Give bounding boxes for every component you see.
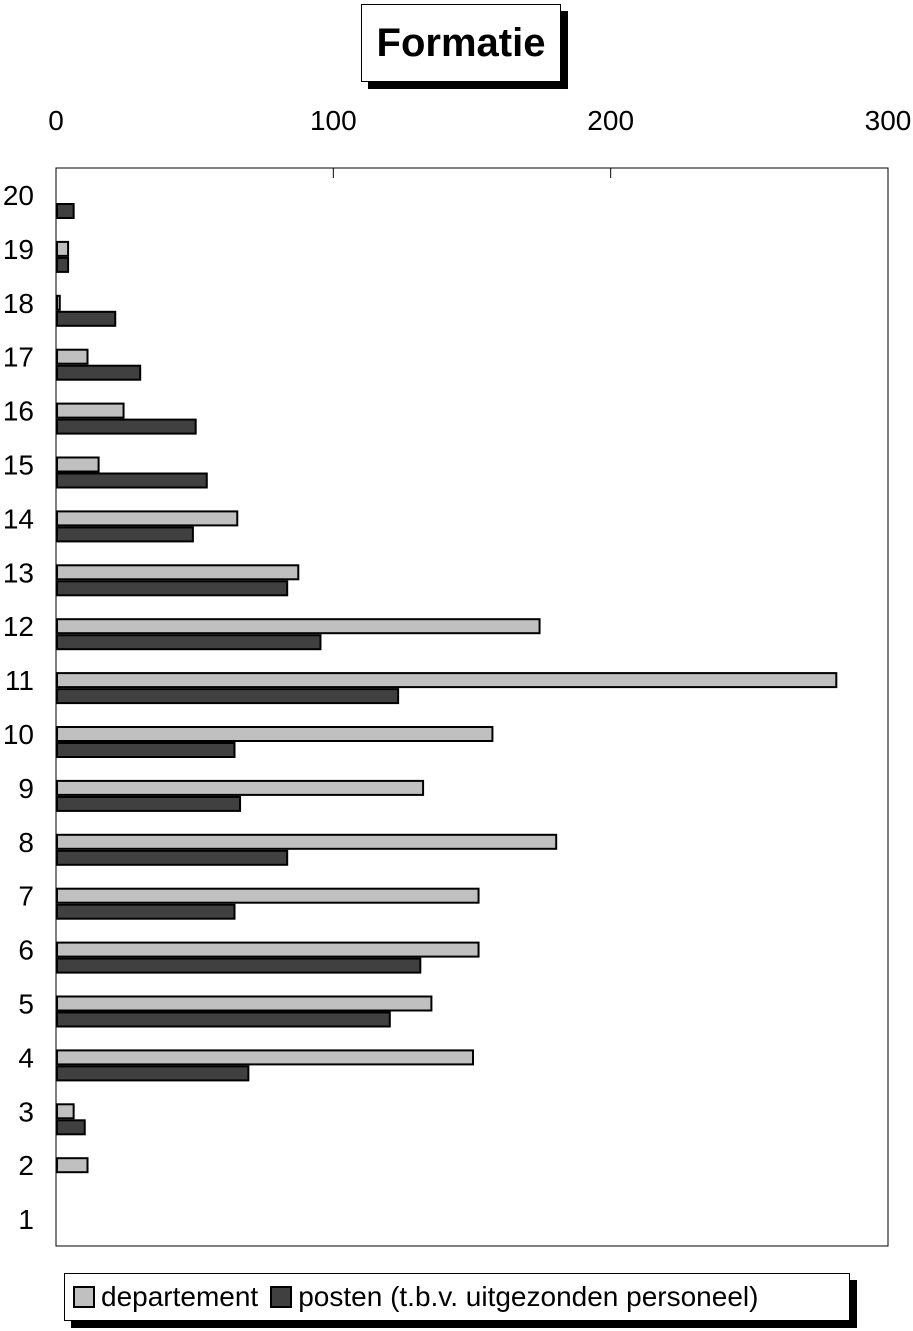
chart-title: Formatie	[376, 20, 546, 65]
y-tick-label: 5	[18, 988, 34, 1019]
y-tick-label: 4	[18, 1042, 34, 1073]
bar-departement	[56, 1157, 89, 1174]
bar-departement	[56, 726, 494, 742]
bar-posten	[56, 1011, 391, 1028]
bar-departement	[56, 294, 61, 311]
bar-posten	[56, 634, 322, 651]
bar-posten	[56, 580, 289, 597]
y-tick-label: 16	[3, 396, 34, 427]
bar-departement	[56, 1103, 75, 1120]
bar-departement	[56, 672, 838, 689]
bar-departement	[56, 833, 558, 850]
bar-departement	[56, 348, 89, 365]
x-tick-label: 100	[310, 105, 357, 136]
legend-swatch-departement	[73, 1286, 95, 1308]
plot-area	[55, 167, 889, 1247]
y-tick-label: 9	[18, 773, 34, 804]
bar-posten	[56, 742, 236, 758]
y-tick-label: 20	[3, 180, 34, 211]
bar-posten	[56, 849, 289, 866]
x-tick-label: 300	[865, 105, 912, 136]
legend-label-departement: departement	[101, 1281, 259, 1312]
bar-posten	[56, 526, 194, 543]
legend-label-posten: posten (t.b.v. uitgezonden personeel)	[298, 1281, 759, 1312]
bar-posten	[56, 688, 400, 705]
legend: departement posten (t.b.v. uitgezonden p…	[64, 1273, 850, 1321]
x-tick-label: 200	[587, 105, 634, 136]
y-tick-label: 2	[18, 1150, 34, 1181]
bar-posten	[56, 418, 197, 435]
y-tick-label: 15	[3, 449, 34, 480]
bar-posten	[56, 795, 242, 812]
legend-item-posten: posten (t.b.v. uitgezonden personeel)	[270, 1281, 758, 1313]
y-tick-label: 19	[3, 234, 34, 265]
bar-departement	[56, 510, 239, 527]
bar-departement	[56, 779, 425, 796]
y-tick-label: 12	[3, 611, 34, 642]
y-tick-label: 18	[3, 288, 34, 319]
y-tick-label: 13	[3, 557, 34, 588]
bar-posten	[56, 957, 422, 974]
bar-departement	[56, 887, 480, 904]
y-tick-label: 14	[3, 503, 34, 534]
bar-posten	[56, 903, 236, 920]
y-tick-label: 11	[5, 665, 34, 696]
y-tick-label: 1	[18, 1204, 34, 1235]
bar-departement	[56, 995, 433, 1012]
bar-posten	[56, 310, 117, 327]
y-tick-label: 6	[18, 935, 34, 966]
bar-posten	[56, 256, 70, 273]
legend-item-departement: departement	[73, 1281, 258, 1313]
y-tick-label: 7	[18, 881, 34, 912]
y-tick-label: 8	[18, 827, 34, 858]
bar-departement	[56, 456, 100, 473]
bar-posten	[56, 203, 75, 219]
y-tick-label: 3	[18, 1096, 34, 1127]
y-tick-label: 17	[3, 342, 34, 373]
x-tick-label: 0	[48, 105, 64, 136]
legend-swatch-posten	[270, 1286, 293, 1308]
bar-posten	[56, 1065, 250, 1082]
chart-title-box: Formatie	[361, 4, 561, 82]
bar-posten	[56, 364, 142, 381]
bar-departement	[56, 240, 70, 257]
y-tick-label: 10	[3, 719, 34, 750]
bar-departement	[56, 1049, 474, 1066]
bar-posten	[56, 1119, 86, 1136]
bar-departement	[56, 402, 125, 419]
bar-posten	[56, 472, 208, 489]
bar-departement	[56, 941, 480, 958]
bar-departement	[56, 564, 300, 581]
bar-departement	[56, 618, 541, 635]
